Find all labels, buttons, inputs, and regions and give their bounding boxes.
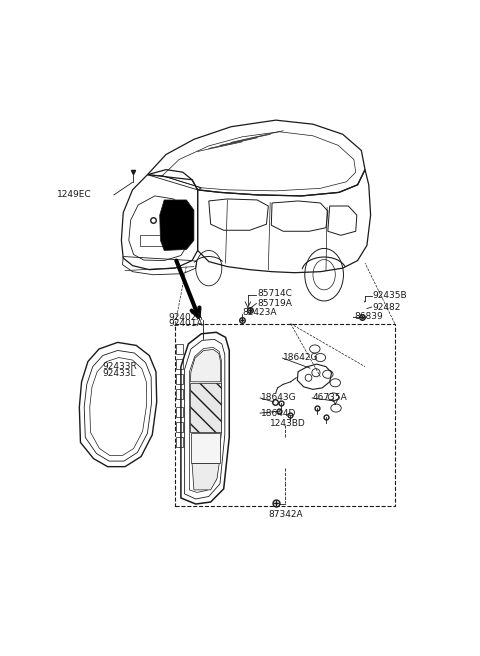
Text: 1249EC: 1249EC bbox=[57, 190, 92, 199]
Text: 92482: 92482 bbox=[372, 302, 401, 312]
Polygon shape bbox=[190, 350, 221, 382]
Text: 82423A: 82423A bbox=[242, 308, 277, 317]
Text: 92435B: 92435B bbox=[372, 291, 407, 300]
Text: 18644D: 18644D bbox=[261, 409, 296, 418]
Polygon shape bbox=[190, 383, 221, 432]
Text: 18642G: 18642G bbox=[283, 353, 319, 362]
Text: 86839: 86839 bbox=[354, 312, 383, 321]
Text: 46735A: 46735A bbox=[313, 394, 348, 402]
Text: 85719A: 85719A bbox=[257, 299, 292, 308]
Text: 92433L: 92433L bbox=[103, 369, 136, 379]
Polygon shape bbox=[191, 434, 220, 462]
Polygon shape bbox=[160, 200, 194, 251]
Text: 87342A: 87342A bbox=[268, 510, 303, 519]
Text: 1243BD: 1243BD bbox=[270, 419, 306, 428]
Text: 92401A: 92401A bbox=[168, 319, 203, 328]
Text: 92402A: 92402A bbox=[169, 313, 203, 321]
Text: 92433R: 92433R bbox=[103, 362, 138, 371]
Polygon shape bbox=[192, 464, 219, 490]
Text: 85714C: 85714C bbox=[257, 289, 292, 298]
Text: 18643G: 18643G bbox=[261, 394, 297, 402]
